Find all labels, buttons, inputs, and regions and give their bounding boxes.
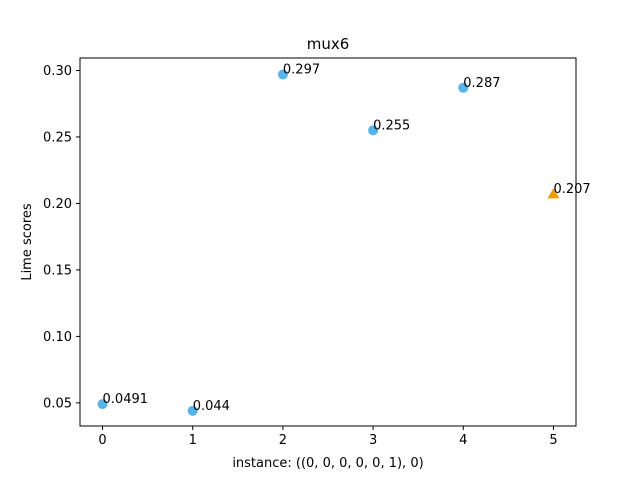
x-axis-label: instance: ((0, 0, 0, 0, 0, 1), 0) [232,456,423,471]
y-axis-label: Lime scores [20,203,35,281]
x-tick-label: 3 [369,433,377,448]
x-tick-label: 0 [98,433,106,448]
plot-area: 0 1 2 3 4 5 0.05 0.10 0.15 0.20 0.25 0.30 0.0491 0.04… [43,62,591,448]
data-point-triangle [547,188,560,199]
plot-frame [79,57,577,427]
x-tick-label: 1 [189,433,197,448]
data-point [458,82,469,93]
data-point [368,125,379,136]
y-tick-label: 0.30 [43,64,72,79]
y-tick-label: 0.15 [43,263,72,278]
chart-title: mux6 [307,35,350,53]
data-label: 0.255 [373,118,410,133]
y-tick-label: 0.05 [43,396,72,411]
x-tick-label: 2 [279,433,287,448]
data-point [187,405,198,416]
x-tick-label: 5 [549,433,557,448]
data-label: 0.0491 [103,392,149,407]
data-label: 0.297 [283,62,320,77]
x-tick-label: 4 [459,433,467,448]
data-label: 0.207 [553,182,590,197]
y-tick-label: 0.20 [43,197,72,212]
data-point [277,69,288,80]
data-point [97,399,108,410]
y-tick-label: 0.25 [43,130,72,145]
data-label: 0.287 [463,76,500,91]
data-label: 0.044 [193,399,230,414]
y-tick-label: 0.10 [43,330,72,345]
